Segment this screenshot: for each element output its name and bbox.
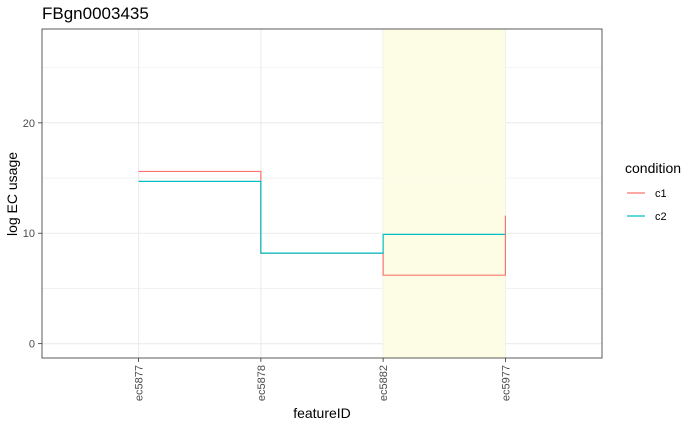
panel-border-rect <box>41 28 603 359</box>
panel-border <box>41 28 603 359</box>
x-tick-label: ec5882 <box>378 365 390 401</box>
panel-background <box>42 29 602 358</box>
x-tick-label: ec5977 <box>500 365 512 401</box>
y-tick-label: 0 <box>29 339 35 351</box>
x-axis: ec5877 ec5878 ec5882 ec5977 <box>134 358 512 401</box>
legend-title: condition <box>625 160 681 176</box>
series-lines <box>138 170 507 276</box>
y-axis: 0 10 20 <box>23 118 42 351</box>
series-line-c2 <box>138 180 506 254</box>
legend-label-c1: c1 <box>655 188 667 200</box>
y-tick-label: 10 <box>23 228 35 240</box>
x-tick-label: ec5877 <box>134 365 146 401</box>
plot-panel <box>42 29 602 358</box>
x-tick-label: ec5878 <box>256 365 268 401</box>
legend: condition c1 c2 <box>625 160 681 223</box>
highlight-region <box>383 29 506 358</box>
highlight-rect <box>383 29 506 358</box>
y-tick-label: 20 <box>23 118 35 130</box>
y-axis-title: log EC usage <box>4 152 20 236</box>
x-axis-title: featureID <box>293 405 351 421</box>
legend-label-c2: c2 <box>655 211 667 223</box>
chart-title: FBgn0003435 <box>42 4 149 23</box>
